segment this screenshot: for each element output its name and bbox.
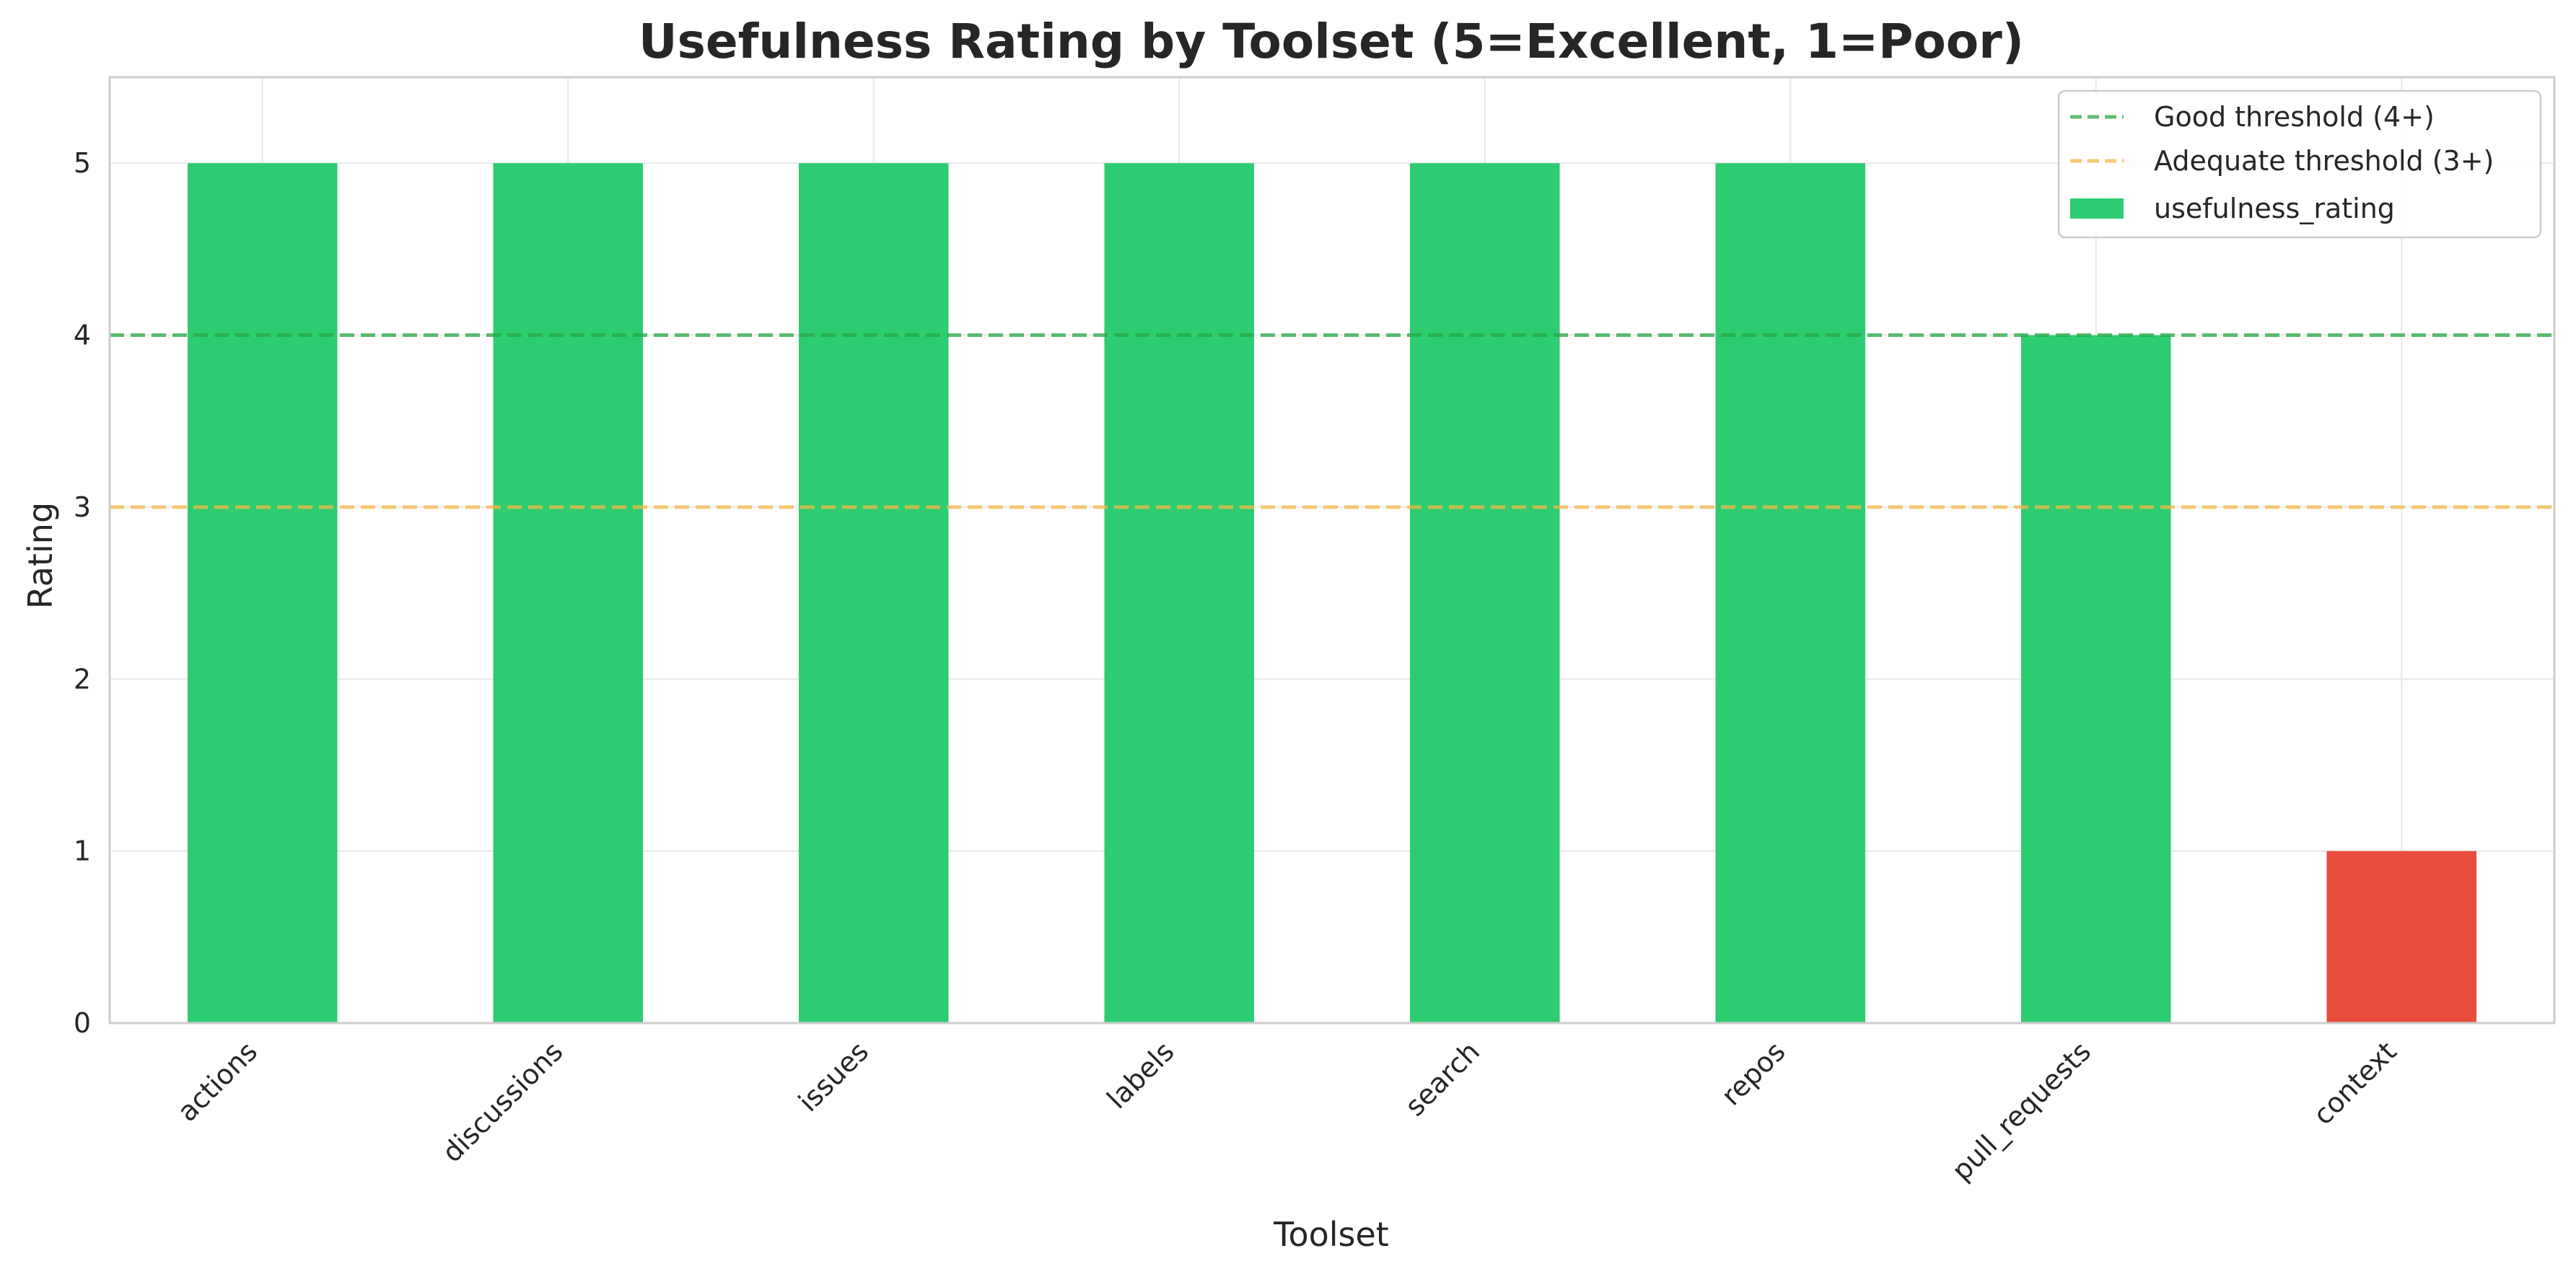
bar-discussions [493, 163, 644, 1023]
y-tick-label: 4 [74, 320, 91, 351]
bar-issues [798, 163, 949, 1023]
x-tick-label: context [2307, 1035, 2402, 1131]
legend-label: Good threshold (4+) [2154, 101, 2435, 133]
y-tick-label: 2 [74, 663, 91, 695]
x-tick-label: labels [1101, 1035, 1180, 1115]
x-tick-label: repos [1715, 1035, 1792, 1112]
legend: Good threshold (4+) Adequate threshold (3… [2057, 89, 2542, 239]
y-tick-label: 0 [74, 1007, 91, 1039]
chart-title: Usefulness Rating by Toolset (5=Excellen… [639, 14, 2024, 69]
bar-search [1409, 163, 1560, 1023]
x-tick-label: pull_requests [1945, 1035, 2097, 1187]
x-tick-label: search [1399, 1035, 1486, 1122]
bar-repos [1715, 163, 1866, 1023]
bar-labels [1104, 163, 1255, 1023]
y-tick-labels: 0 1 2 3 4 5 [74, 147, 91, 1039]
y-axis-label: Rating [21, 502, 60, 609]
legend-label: Adequate threshold (3+) [2154, 145, 2494, 177]
bars [187, 163, 2477, 1024]
x-tick-label: issues [792, 1035, 875, 1118]
y-tick-label: 3 [74, 491, 91, 523]
y-tick-label: 5 [74, 147, 91, 179]
bar-actions [187, 163, 338, 1023]
legend-box [2057, 89, 2542, 239]
legend-bar-swatch [2070, 198, 2124, 219]
y-tick-label: 1 [74, 835, 91, 867]
plot-frame [108, 76, 2556, 1024]
x-tick-label: actions [171, 1035, 263, 1128]
x-tick-labels: actions discussions issues labels search repo… [171, 1035, 2402, 1187]
bar-pull_requests [2020, 335, 2171, 1024]
x-tick-label: discussions [436, 1035, 569, 1168]
reference-lines [110, 333, 2554, 509]
legend-label: usefulness_rating [2154, 193, 2395, 224]
x-axis-label: Toolset [1273, 1215, 1389, 1254]
bar-context [2326, 851, 2477, 1023]
